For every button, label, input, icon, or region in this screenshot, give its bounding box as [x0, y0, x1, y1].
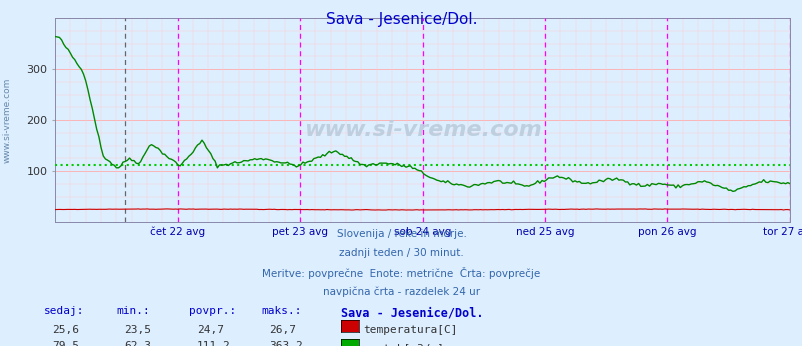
Text: 25,6: 25,6	[52, 325, 79, 335]
Text: sedaj:: sedaj:	[44, 306, 84, 316]
Text: povpr.:: povpr.:	[188, 306, 236, 316]
Text: 62,3: 62,3	[124, 341, 152, 346]
Text: navpična črta - razdelek 24 ur: navpična črta - razdelek 24 ur	[322, 286, 480, 297]
Text: Slovenija / reke in morje.: Slovenija / reke in morje.	[336, 229, 466, 239]
Text: min.:: min.:	[116, 306, 150, 316]
Text: 111,2: 111,2	[196, 341, 230, 346]
Text: Sava - Jesenice/Dol.: Sava - Jesenice/Dol.	[326, 12, 476, 27]
Text: 23,5: 23,5	[124, 325, 152, 335]
Text: 26,7: 26,7	[269, 325, 296, 335]
Text: temperatura[C]: temperatura[C]	[363, 325, 457, 335]
Text: www.si-vreme.com: www.si-vreme.com	[2, 77, 12, 163]
Text: www.si-vreme.com: www.si-vreme.com	[303, 120, 541, 140]
Text: maks.:: maks.:	[261, 306, 301, 316]
Text: 24,7: 24,7	[196, 325, 224, 335]
Text: Meritve: povprečne  Enote: metrične  Črta: povprečje: Meritve: povprečne Enote: metrične Črta:…	[262, 267, 540, 279]
Text: 79,5: 79,5	[52, 341, 79, 346]
Text: pretok[m3/s]: pretok[m3/s]	[363, 344, 444, 346]
Text: 363,2: 363,2	[269, 341, 302, 346]
Text: Sava - Jesenice/Dol.: Sava - Jesenice/Dol.	[341, 306, 483, 319]
Text: zadnji teden / 30 minut.: zadnji teden / 30 minut.	[338, 248, 464, 258]
